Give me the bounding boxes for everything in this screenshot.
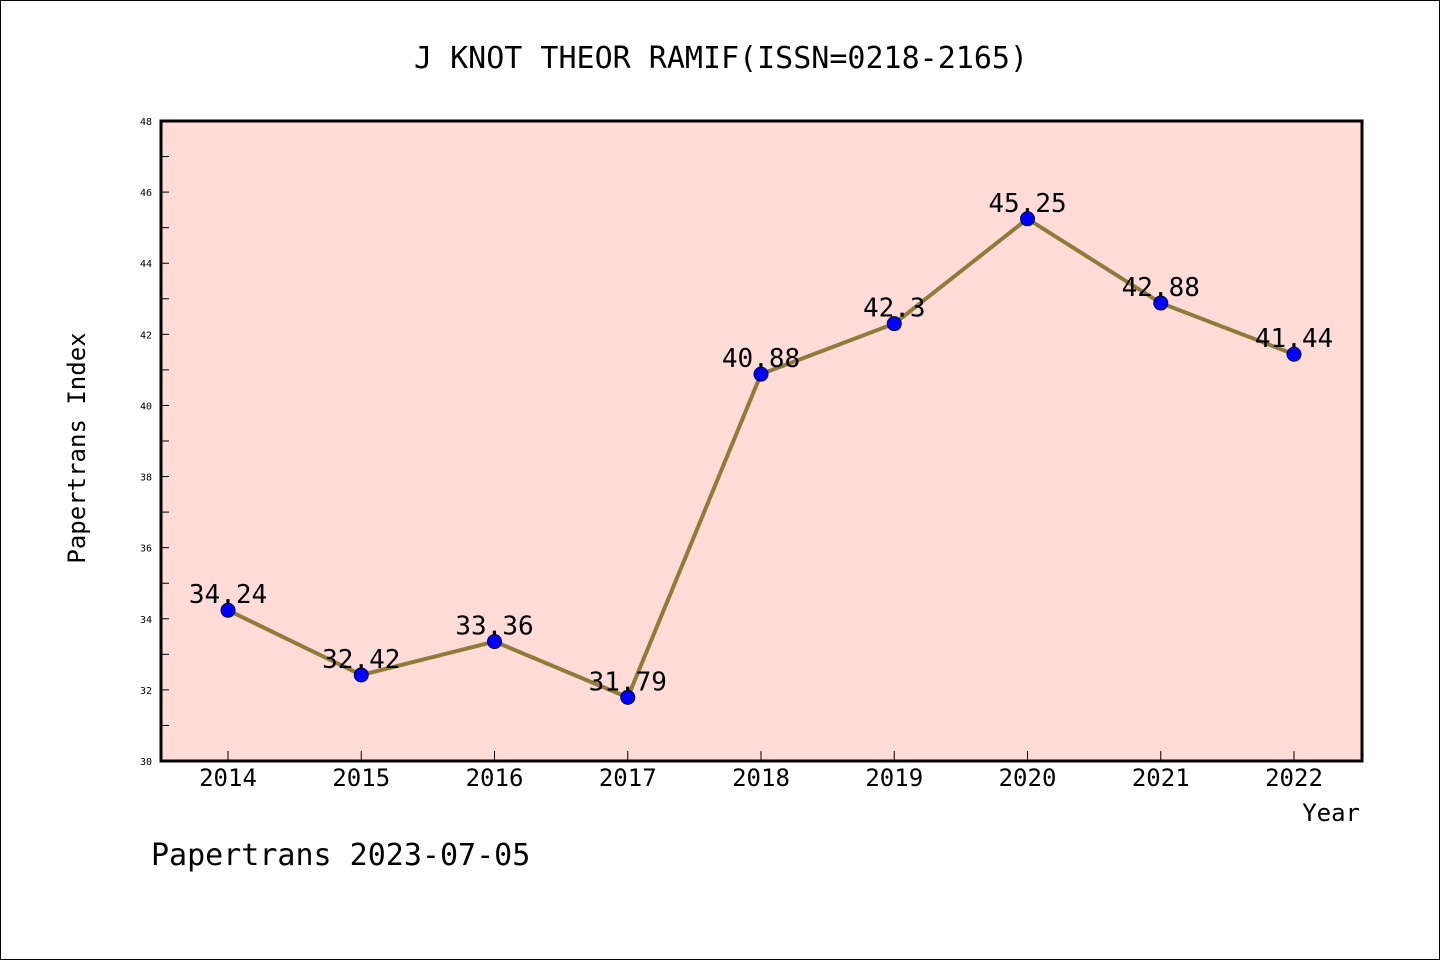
data-point xyxy=(353,667,369,683)
y-tick-label: 38 xyxy=(140,473,152,484)
y-tick-label: 48 xyxy=(140,117,152,128)
data-label: 31.79 xyxy=(589,667,667,697)
data-labels: 34.24 32.42 33.36 31.79 40.88 42.3 45.25 42.88 4… xyxy=(189,189,1333,698)
plot-area xyxy=(161,121,1362,761)
y-tick-label: 46 xyxy=(140,188,152,199)
x-tick-label: 2018 xyxy=(732,764,790,792)
data-point xyxy=(1020,211,1035,227)
x-tick-label: 2022 xyxy=(1265,764,1323,792)
x-tick-label: 2014 xyxy=(199,764,257,792)
x-tick-label: 2021 xyxy=(1132,764,1190,792)
plot-border xyxy=(159,119,1364,763)
x-axis: 2014 2015 2016 2017 2018 2019 2020 2021 2022 xyxy=(199,751,1323,792)
x-tick-label: 2015 xyxy=(332,764,390,792)
x-tick-label: 2017 xyxy=(599,764,657,792)
data-point xyxy=(1286,346,1302,362)
y-tick-label: 40 xyxy=(140,401,152,412)
footer-text: Papertrans 2023-07-05 xyxy=(151,838,530,873)
data-point xyxy=(1153,295,1169,311)
x-tick-label: 2016 xyxy=(466,764,524,792)
data-point xyxy=(886,316,902,332)
data-point xyxy=(487,634,502,650)
data-label: 34.24 xyxy=(189,580,267,610)
y-tick-label: 36 xyxy=(140,544,152,555)
data-label: 41.44 xyxy=(1255,324,1333,354)
y-tick-label: 42 xyxy=(140,330,152,341)
x-axis-label: Year xyxy=(1302,799,1360,827)
data-label: 42.3 xyxy=(863,294,926,324)
data-point xyxy=(753,366,769,382)
data-point xyxy=(620,689,636,705)
data-label: 40.88 xyxy=(722,344,800,374)
y-tick-label: 32 xyxy=(140,686,152,697)
y-axis-label: Papertrans Index xyxy=(63,332,91,563)
data-label: 42.88 xyxy=(1122,273,1200,303)
chart-title: J KNOT THEOR RAMIF(ISSN=0218-2165) xyxy=(414,41,1028,76)
data-label: 32.42 xyxy=(322,645,400,675)
series-markers xyxy=(220,211,1302,705)
y-tick-label: 30 xyxy=(140,757,152,768)
data-label: 45.25 xyxy=(988,189,1066,219)
x-tick-label: 2020 xyxy=(999,764,1057,792)
data-point xyxy=(220,602,236,618)
data-label: 33.36 xyxy=(455,612,533,642)
y-tick-label: 34 xyxy=(140,615,152,626)
x-tick-label: 2019 xyxy=(865,764,923,792)
y-tick-label: 44 xyxy=(140,259,152,270)
